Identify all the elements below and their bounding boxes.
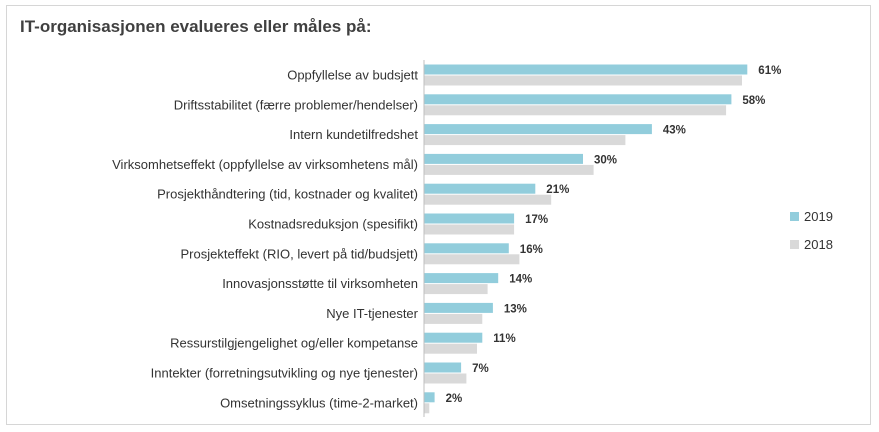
- bar-2019: [424, 213, 515, 224]
- category-label: Prosjekteffekt (RIO, levert på tid/budsj…: [181, 246, 418, 261]
- data-label-2019: 43%: [663, 125, 686, 137]
- data-label-2019: 13%: [504, 303, 527, 315]
- bar-2019: [424, 64, 748, 75]
- category-label: Oppfyllelse av budsjett: [287, 68, 418, 83]
- bar-2019: [424, 332, 483, 343]
- bar-2019: [424, 302, 493, 313]
- category-label: Nye IT-tjenester: [326, 306, 418, 321]
- legend-label-2018: 2018: [804, 237, 833, 252]
- category-label: Driftsstabilitet (færre problemer/hendel…: [174, 97, 418, 112]
- bar-2019: [424, 243, 509, 254]
- bar-2019: [424, 183, 536, 194]
- bar-2018: [424, 403, 430, 414]
- bar-2019: [424, 362, 462, 373]
- data-label-2019: 61%: [758, 65, 781, 77]
- legend: 2019 2018: [790, 209, 833, 252]
- bars-group: [424, 64, 748, 414]
- legend-label-2019: 2019: [804, 209, 833, 224]
- legend-swatch-2019: [790, 212, 799, 221]
- data-label-2019: 58%: [742, 95, 765, 107]
- data-label-2019: 16%: [520, 244, 543, 256]
- bar-2018: [424, 254, 520, 265]
- data-label-2019: 7%: [472, 363, 489, 375]
- bar-2019: [424, 153, 583, 164]
- bar-2019: [424, 273, 499, 284]
- category-label: Inntekter (forretningsutvikling og nye t…: [151, 366, 418, 381]
- labels-group: Oppfyllelse av budsjett 61% Driftsstabilit…: [112, 65, 781, 410]
- data-label-2019: 30%: [594, 154, 617, 166]
- data-label-2019: 14%: [509, 274, 532, 286]
- category-label: Omsetningssyklus (time-2-market): [220, 395, 418, 410]
- bar-2018: [424, 313, 483, 324]
- bar-2018: [424, 75, 742, 86]
- bar-2018: [424, 373, 467, 384]
- data-label-2019: 2%: [446, 393, 463, 405]
- category-label: Innovasjonsstøtte til virksomheten: [222, 276, 418, 291]
- bar-2018: [424, 135, 626, 146]
- bar-2018: [424, 194, 552, 205]
- category-label: Prosjekthåndtering (tid, kostnader og kv…: [157, 187, 418, 202]
- chart-title: IT-organisasjonen evalueres eller måles …: [20, 17, 372, 36]
- category-label: Kostnadsreduksjon (spesifikt): [248, 217, 418, 232]
- bar-2018: [424, 224, 515, 235]
- legend-swatch-2018: [790, 240, 799, 249]
- bar-2018: [424, 343, 477, 354]
- category-label: Virksomhetseffekt (oppfyllelse av virkso…: [112, 157, 418, 172]
- bar-2019: [424, 94, 732, 105]
- bar-2019: [424, 392, 435, 403]
- bar-2018: [424, 105, 727, 116]
- bar-2018: [424, 284, 488, 295]
- data-label-2019: 17%: [525, 214, 548, 226]
- bar-2018: [424, 164, 594, 175]
- data-label-2019: 11%: [493, 333, 515, 345]
- category-label: Ressurstilgjengelighet og/eller kompetan…: [170, 336, 418, 351]
- data-label-2019: 21%: [546, 184, 569, 196]
- category-label: Intern kundetilfredshet: [289, 127, 418, 142]
- bar-2019: [424, 124, 652, 135]
